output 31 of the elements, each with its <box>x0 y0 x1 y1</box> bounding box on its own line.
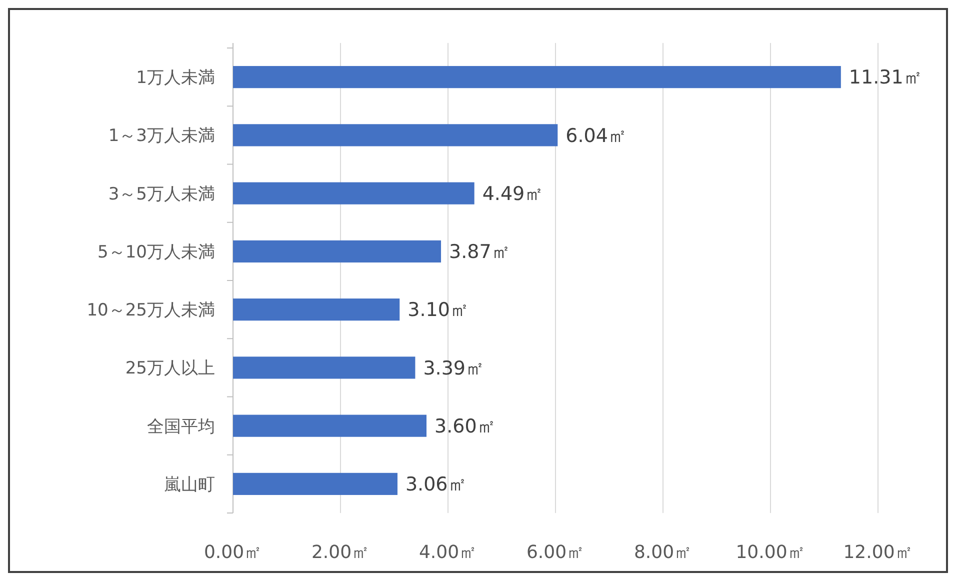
data-label: 3.87㎡ <box>449 241 510 264</box>
bar <box>233 182 474 204</box>
data-label: 3.60㎡ <box>434 415 496 438</box>
x-tick-label: 6.00㎡ <box>526 542 585 563</box>
data-label: 3.06㎡ <box>405 474 467 496</box>
bar <box>233 66 841 88</box>
x-tick-label: 10.00㎡ <box>736 542 806 563</box>
data-label: 4.49㎡ <box>482 182 544 205</box>
y-tick-label: 5～10万人未満 <box>98 242 215 262</box>
y-tick-label: 1万人未満 <box>136 68 215 88</box>
bar <box>233 414 426 437</box>
y-tick-label: 嵐山町 <box>164 474 215 495</box>
y-tick-label: 全国平均 <box>147 416 215 437</box>
x-tick-label: 0.00㎡ <box>204 542 262 563</box>
x-tick-label: 2.00㎡ <box>311 542 370 563</box>
x-tick-label: 12.00㎡ <box>843 542 913 563</box>
bar <box>233 124 558 146</box>
bar <box>233 298 400 321</box>
x-tick-label: 4.00㎡ <box>418 542 478 563</box>
y-tick-label: 10～25万人未満 <box>86 300 215 321</box>
y-tick-label: 25万人以上 <box>125 358 215 379</box>
bar <box>233 472 398 495</box>
data-label: 11.31㎡ <box>848 66 922 89</box>
bar <box>233 356 416 379</box>
data-label: 6.04㎡ <box>566 124 627 147</box>
y-tick-label: 1～3万人未満 <box>108 126 215 146</box>
data-label: 3.39㎡ <box>423 357 485 380</box>
x-tick-label: 8.00㎡ <box>634 542 692 563</box>
data-label: 3.10㎡ <box>408 299 469 322</box>
y-tick-label: 3～5万人未満 <box>108 184 215 204</box>
bar <box>233 240 442 262</box>
